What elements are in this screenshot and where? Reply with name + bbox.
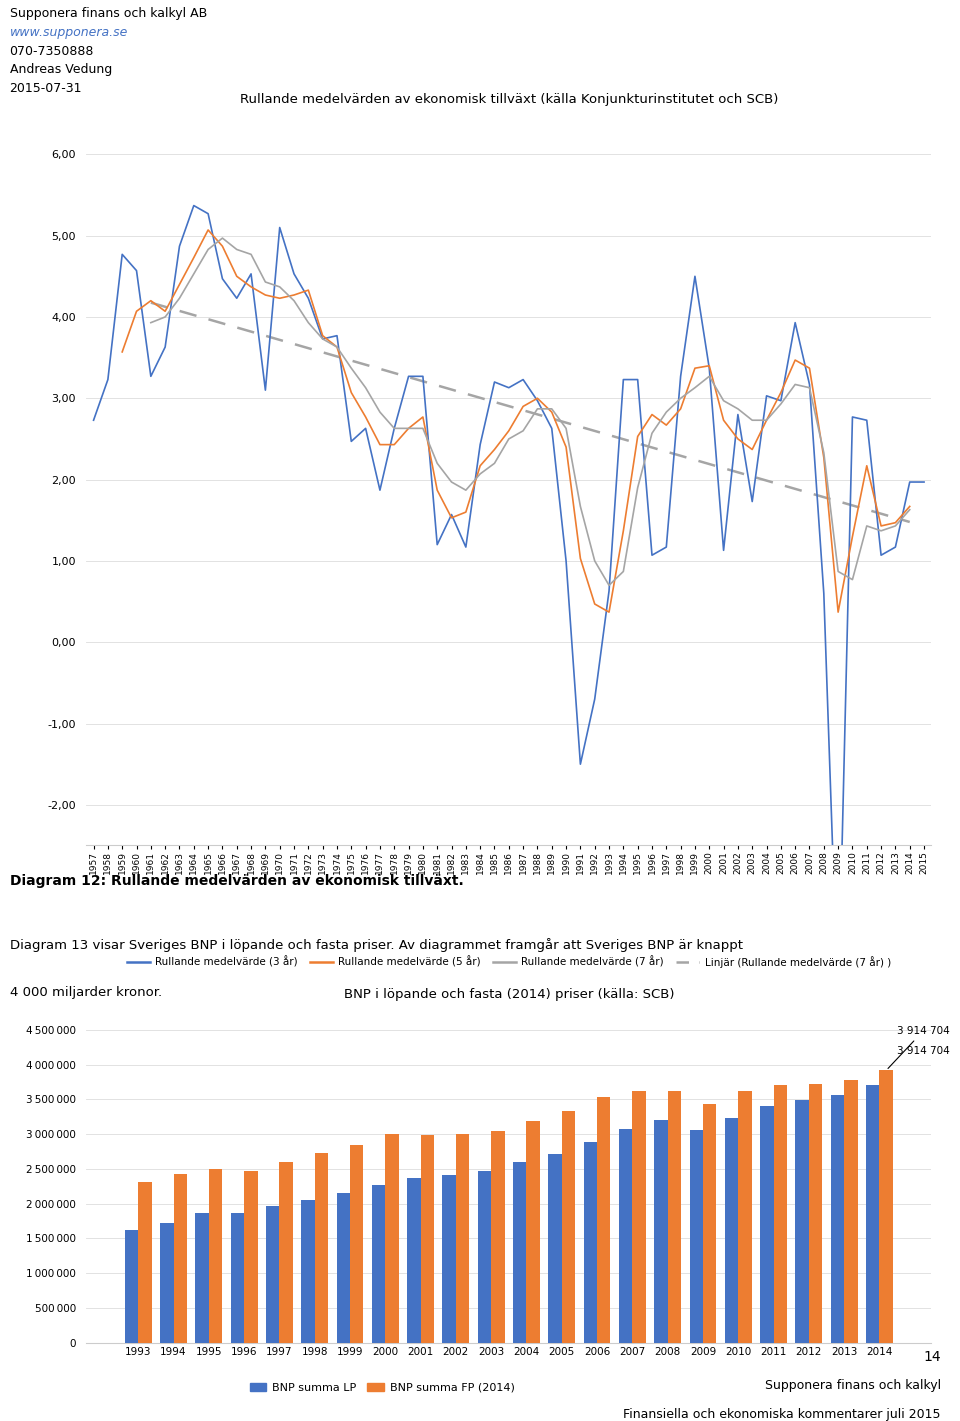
Text: Diagram 13 visar Sveriges BNP i löpande och fasta priser. Av diagrammet framgår : Diagram 13 visar Sveriges BNP i löpande … [10,938,743,952]
Bar [844,1080,857,1343]
Text: www.supponera.se: www.supponera.se [10,26,128,38]
Bar [738,1091,752,1343]
Bar [350,1144,364,1343]
Bar [760,1107,774,1343]
Bar [337,1194,350,1343]
Bar [266,1206,279,1343]
Bar [244,1171,257,1343]
Bar [774,1086,787,1343]
Bar [478,1171,492,1343]
Text: Finansiella och ekonomiska kommentarer juli 2015: Finansiella och ekonomiska kommentarer j… [623,1407,941,1421]
Text: 3 914 704: 3 914 704 [888,1026,949,1069]
Bar [196,1212,208,1343]
Bar [667,1091,681,1343]
Bar [407,1178,420,1343]
Bar [633,1091,646,1343]
Bar [808,1084,822,1343]
Bar [456,1134,469,1343]
Bar [420,1135,434,1343]
Bar [315,1152,328,1343]
Bar [548,1154,562,1343]
Bar [492,1131,505,1343]
Bar [513,1162,526,1343]
Bar [725,1118,738,1343]
Bar [562,1111,575,1343]
Bar [279,1162,293,1343]
Bar [619,1128,633,1343]
Bar [879,1070,893,1343]
Text: Andreas Vedung: Andreas Vedung [10,64,112,77]
Bar [796,1100,808,1343]
Text: Supponera finans och kalkyl: Supponera finans och kalkyl [765,1378,941,1391]
Bar [866,1086,879,1343]
Bar [526,1121,540,1343]
Text: 4 000 miljarder kronor.: 4 000 miljarder kronor. [10,986,161,999]
Bar [208,1169,222,1343]
Bar [160,1223,174,1343]
Bar [654,1120,667,1343]
Bar [385,1134,398,1343]
Legend: BNP summa LP, BNP summa FP (2014): BNP summa LP, BNP summa FP (2014) [246,1378,518,1397]
Bar [125,1231,138,1343]
Bar [301,1199,315,1343]
Text: 2015-07-31: 2015-07-31 [10,82,83,95]
Text: 3 914 704: 3 914 704 [897,1046,949,1056]
Legend: Rullande medelvärde (3 år), Rullande medelvärde (5 år), Rullande medelvärde (7 å: Rullande medelvärde (3 år), Rullande med… [123,952,895,972]
Bar [584,1142,597,1343]
Text: 14: 14 [924,1350,941,1364]
Bar [830,1096,844,1343]
Text: 070-7350888: 070-7350888 [10,44,94,58]
Bar [689,1130,703,1343]
Bar [372,1185,385,1343]
Title: BNP i löpande och fasta (2014) priser (källa: SCB): BNP i löpande och fasta (2014) priser (k… [344,988,674,1000]
Bar [703,1104,716,1343]
Text: Supponera finans och kalkyl AB: Supponera finans och kalkyl AB [10,7,206,20]
Bar [138,1182,152,1343]
Bar [597,1097,611,1343]
Bar [443,1175,456,1343]
Bar [230,1212,244,1343]
Title: Rullande medelvärden av ekonomisk tillväxt (källa Konjunkturinstitutet och SCB): Rullande medelvärden av ekonomisk tillvä… [240,92,778,105]
Bar [174,1174,187,1343]
Text: Diagram 12: Rullande medelvärden av ekonomisk tillväxt.: Diagram 12: Rullande medelvärden av ekon… [10,874,464,888]
